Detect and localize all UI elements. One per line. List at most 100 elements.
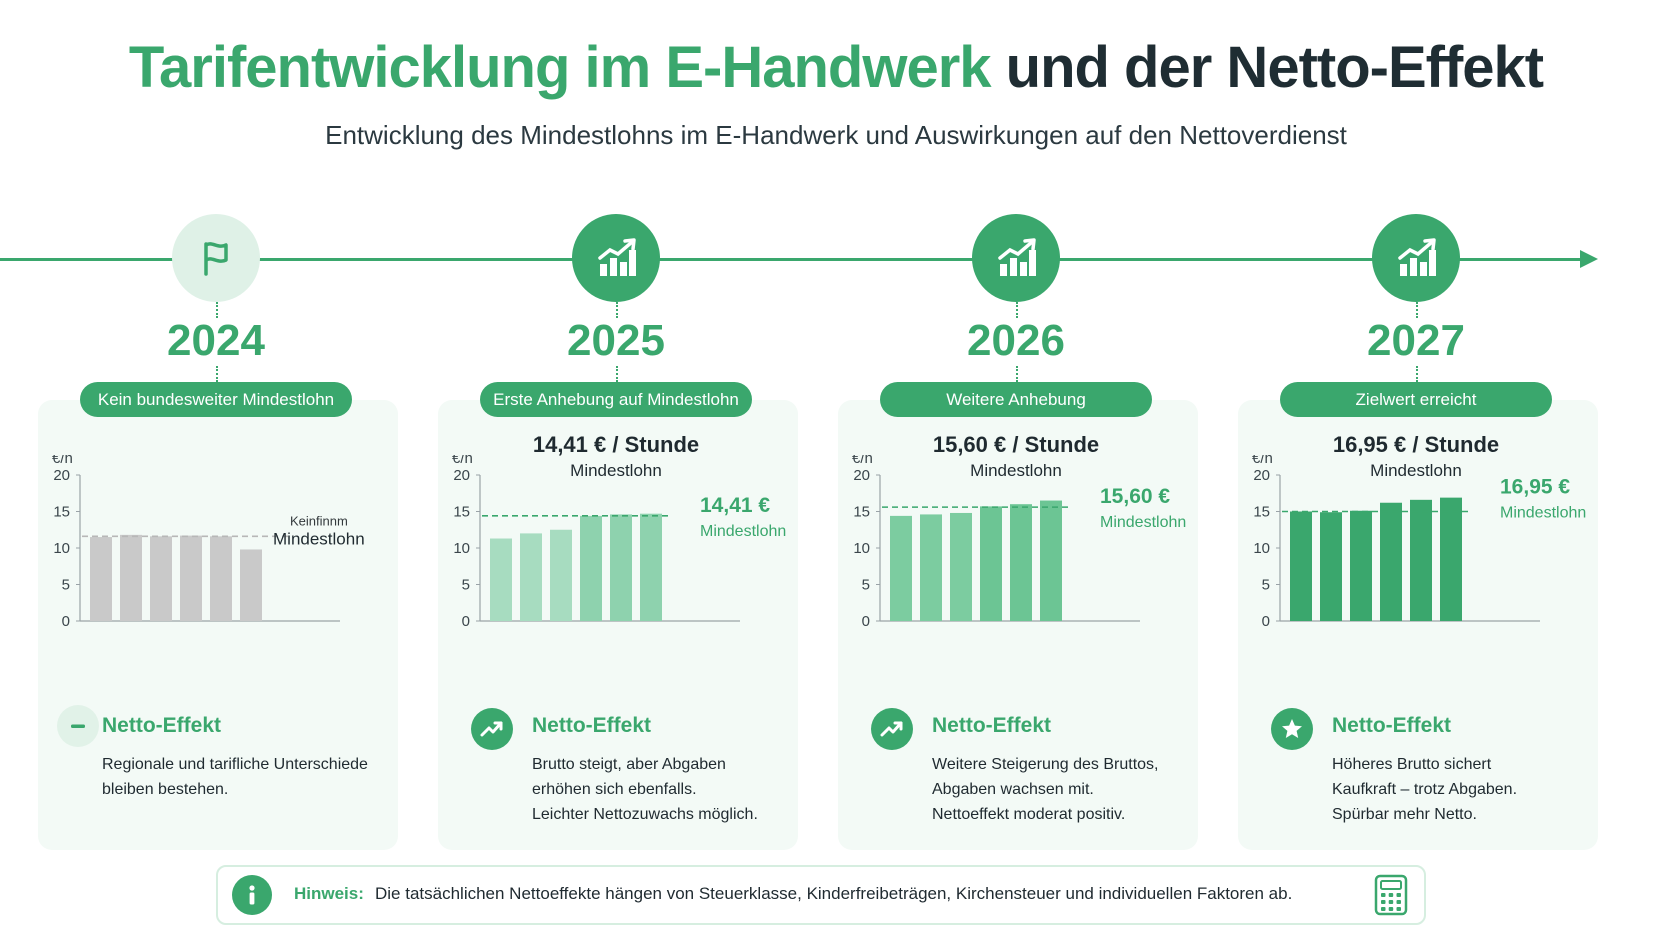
bar — [890, 515, 912, 621]
y-tick-label: 10 — [853, 540, 870, 557]
info-icon — [232, 875, 272, 915]
status-badge: Zielwert erreicht — [1280, 382, 1552, 417]
bar — [1350, 510, 1372, 621]
calculator-icon — [1374, 874, 1408, 916]
connector-dotted — [616, 366, 618, 382]
chart-up-icon — [572, 214, 660, 302]
y-tick-label: 5 — [462, 577, 470, 594]
y-tick-label: 10 — [53, 540, 70, 557]
y-tick-label: 15 — [853, 504, 870, 521]
y-axis-unit: €/h — [452, 455, 473, 467]
annotation-label: Mindestlohn — [273, 529, 365, 548]
y-tick-label: 15 — [1253, 504, 1270, 521]
netto-line: erhöhen sich ebenfalls. — [532, 781, 697, 798]
bar — [1410, 499, 1432, 621]
y-tick-label: 0 — [862, 613, 870, 630]
bar — [90, 537, 112, 621]
y-tick-label: 20 — [53, 467, 70, 484]
bar-chart-2026: €/h 0 5 10 15 20 15,60 € Mindestlohn — [852, 455, 1186, 630]
y-tick-label: 0 — [62, 613, 70, 630]
bar — [1040, 500, 1062, 621]
year-label: 2025 — [567, 316, 665, 365]
status-badge: Weitere Anhebung — [880, 382, 1152, 417]
hint-box — [216, 865, 1426, 925]
page-title: Tarifentwicklung im E-Handwerk und der N… — [0, 34, 1672, 101]
y-tick-label: 5 — [862, 577, 870, 594]
bar — [1320, 512, 1342, 621]
chart-up-icon — [1372, 214, 1460, 302]
bar — [580, 515, 602, 621]
annotation-value: Keinfinnm — [290, 513, 348, 528]
bar — [1440, 497, 1462, 621]
bar — [950, 512, 972, 621]
bar — [1380, 502, 1402, 621]
y-axis-unit: €/h — [852, 455, 873, 467]
status-badge: Erste Anhebung auf Mindestlohn — [480, 382, 752, 417]
year-card-2024 — [38, 400, 398, 850]
connector-dotted — [1416, 302, 1418, 318]
annotation-value: 14,41 € — [700, 494, 770, 517]
connector-dotted — [216, 366, 218, 382]
bar-chart-2025: €/h 0 5 10 15 20 14,41 € Mindestlohn — [452, 455, 786, 630]
rate-caption: Mindestlohn — [970, 461, 1062, 480]
trend-up-icon — [871, 708, 913, 750]
y-tick-label: 20 — [1253, 467, 1270, 484]
trend-up-icon — [471, 708, 513, 750]
netto-line: Leichter Nettozuwachs möglich. — [532, 806, 758, 823]
netto-line: Kaufkraft – trotz Abgaben. — [1332, 781, 1518, 798]
netto-text: Regionale und tarifliche Unterschiede bl… — [102, 752, 392, 802]
rate-value: 14,41 € / Stunde — [532, 432, 700, 457]
y-tick-label: 5 — [1262, 577, 1270, 594]
year-card-2027 — [1238, 400, 1598, 850]
timeline-arrow-icon — [1580, 250, 1598, 268]
y-axis-unit: €/h — [1252, 455, 1273, 467]
y-tick-label: 15 — [453, 504, 470, 521]
rate-caption: Mindestlohn — [570, 461, 662, 480]
bar — [920, 514, 942, 621]
bar — [210, 536, 232, 621]
chart-up-icon — [972, 214, 1060, 302]
netto-title: Netto-Effekt — [932, 714, 1051, 737]
bar — [120, 534, 142, 621]
title-green-part: Tarifentwicklung im E-Handwerk — [128, 35, 992, 100]
year-label: 2024 — [167, 316, 265, 365]
bar — [640, 513, 662, 621]
star-icon — [1271, 708, 1313, 750]
connector-dotted — [1416, 366, 1418, 382]
netto-line: Spürbar mehr Netto. — [1332, 806, 1477, 823]
netto-line: Weitere Steigerung des Bruttos, — [932, 756, 1159, 773]
bar — [1290, 511, 1312, 621]
rate-value: 15,60 € / Stunde — [932, 432, 1100, 457]
y-axis-unit: €/h — [52, 455, 73, 467]
connector-dotted — [616, 302, 618, 318]
year-card-2025 — [438, 400, 798, 850]
status-badge: Kein bundesweiter Mindestlohn — [80, 382, 352, 417]
year-label: 2027 — [1367, 316, 1465, 365]
connector-dotted — [1016, 302, 1018, 318]
netto-text: Weitere Steigerung des Bruttos, Abgaben … — [932, 752, 1222, 827]
y-tick-label: 5 — [62, 577, 70, 594]
bar — [240, 549, 262, 621]
year-label: 2026 — [967, 316, 1065, 365]
connector-dotted — [1016, 366, 1018, 382]
bar — [550, 529, 572, 621]
timeline-line — [0, 258, 1590, 261]
netto-title: Netto-Effekt — [102, 714, 221, 737]
y-tick-label: 15 — [53, 504, 70, 521]
netto-line: bleiben bestehen. — [102, 781, 229, 798]
bar — [610, 514, 632, 621]
annotation-value: 16,95 € — [1500, 476, 1570, 499]
bar-chart-2027: €/h 0 5 10 15 20 16,95 € Mindestlohn — [1252, 455, 1586, 630]
bar — [180, 535, 202, 621]
netto-line: Abgaben wachsen mit. — [932, 781, 1094, 798]
y-tick-label: 0 — [462, 613, 470, 630]
y-tick-label: 20 — [453, 467, 470, 484]
hint-text: Die tatsächlichen Nettoeffekte hängen vo… — [375, 884, 1293, 903]
connector-dotted — [216, 302, 218, 318]
flag-icon — [172, 214, 260, 302]
bar — [490, 538, 512, 621]
netto-title: Netto-Effekt — [532, 714, 651, 737]
page-subtitle: Entwicklung des Mindestlohns im E-Handwe… — [325, 120, 1347, 150]
y-tick-label: 10 — [453, 540, 470, 557]
